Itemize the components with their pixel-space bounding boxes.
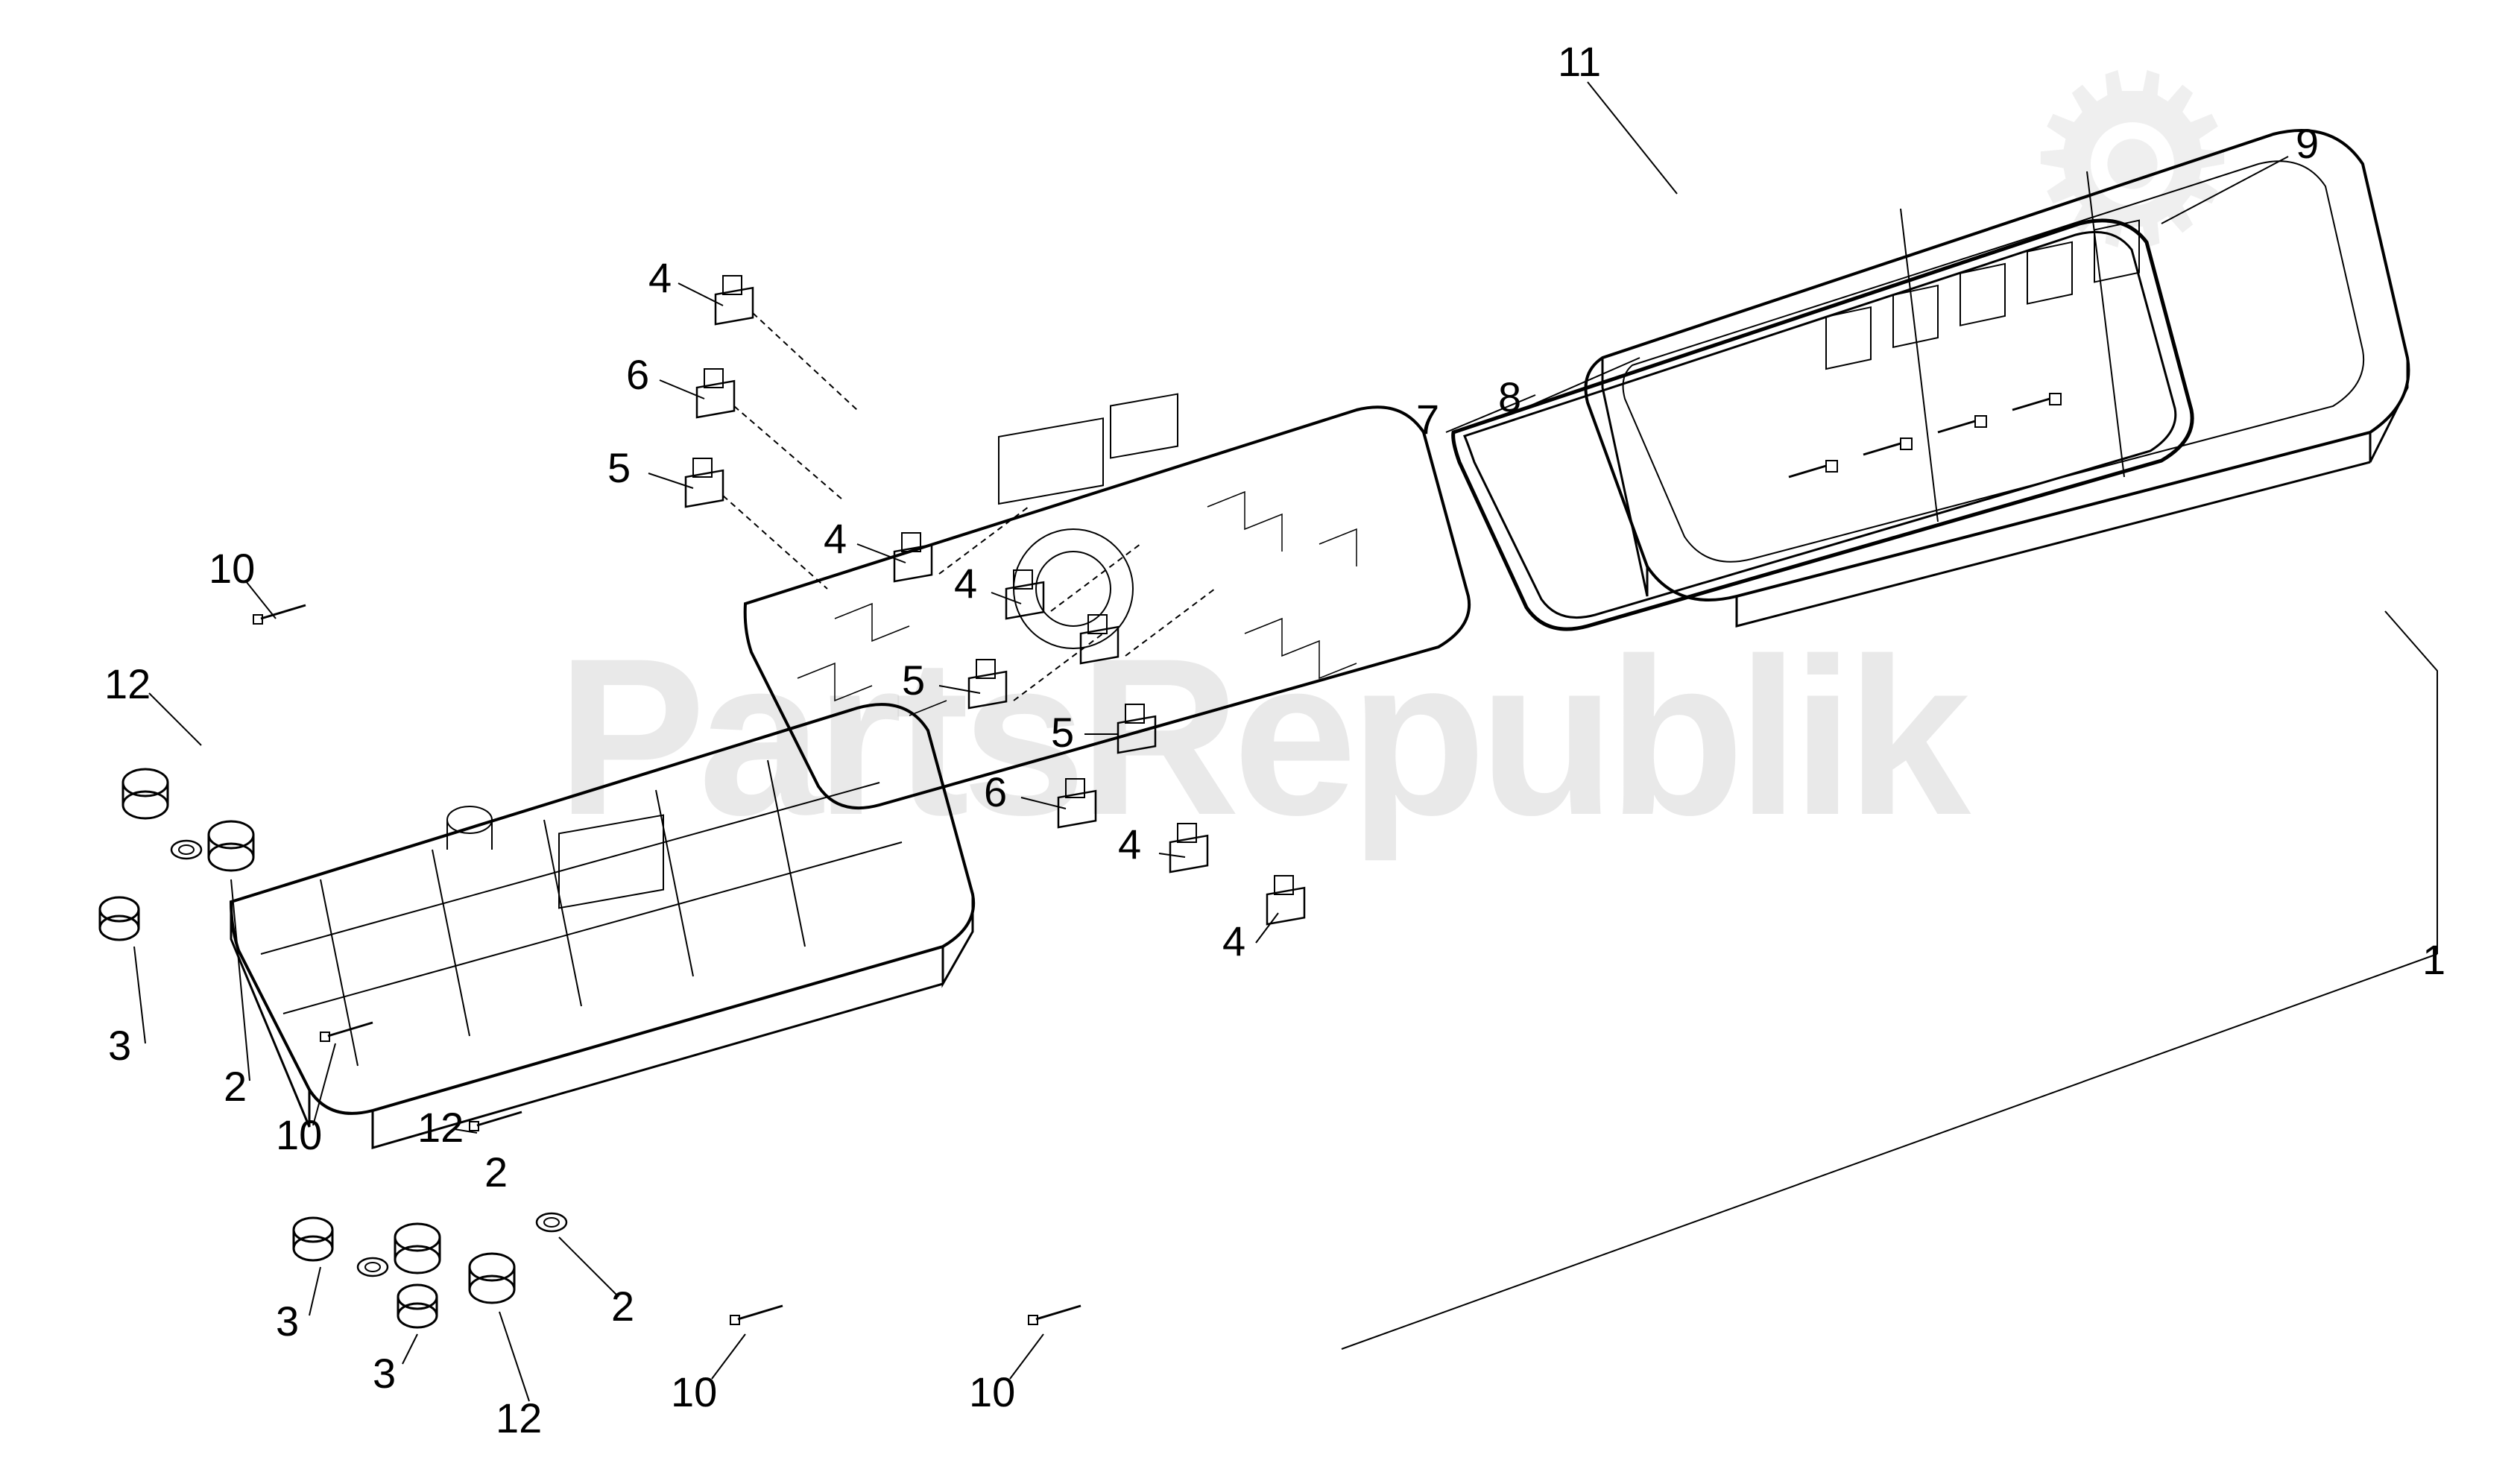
back-housing-part	[231, 704, 973, 1148]
callout-label-5: 5	[1051, 708, 1074, 756]
callout-label-12: 12	[417, 1103, 464, 1152]
callout-label-6: 6	[626, 350, 649, 399]
callout-label-12: 12	[104, 660, 151, 708]
callout-label-2: 2	[484, 1148, 508, 1196]
callout-label-4: 4	[648, 253, 672, 302]
callout-label-4: 4	[1118, 820, 1141, 868]
gasket-part	[1453, 221, 2192, 629]
exploded-view-diagram: 119874651012445564413210122332121010	[0, 0, 2520, 1472]
callout-label-9: 9	[2296, 119, 2319, 168]
callout-label-7: 7	[1416, 395, 1439, 443]
callout-label-10: 10	[969, 1368, 1015, 1416]
callout-label-5: 5	[607, 443, 631, 492]
callout-label-2: 2	[224, 1062, 247, 1111]
diagram-svg	[0, 0, 2520, 1472]
bulb-holders-group	[686, 276, 1304, 924]
leader-lines	[134, 82, 2437, 1401]
callout-label-3: 3	[373, 1349, 396, 1397]
callout-label-4: 4	[954, 559, 977, 607]
callout-label-3: 3	[276, 1297, 299, 1345]
callout-label-12: 12	[496, 1394, 542, 1442]
front-housing-part	[1586, 130, 2409, 626]
callout-label-10: 10	[209, 544, 255, 593]
grommets-group	[100, 769, 566, 1327]
callout-label-1: 1	[2422, 935, 2445, 984]
callout-label-5: 5	[902, 656, 925, 704]
callout-label-3: 3	[108, 1021, 131, 1070]
bottom-screws	[253, 605, 1081, 1324]
callout-label-10: 10	[671, 1368, 717, 1416]
callout-label-4: 4	[1222, 917, 1245, 965]
callout-label-6: 6	[984, 768, 1007, 816]
callout-label-2: 2	[611, 1282, 634, 1330]
callout-label-8: 8	[1498, 373, 1521, 421]
callout-label-11: 11	[1558, 37, 1601, 86]
callout-label-10: 10	[276, 1111, 322, 1159]
circuit-board-part	[745, 394, 1469, 808]
callout-label-4: 4	[824, 514, 847, 563]
